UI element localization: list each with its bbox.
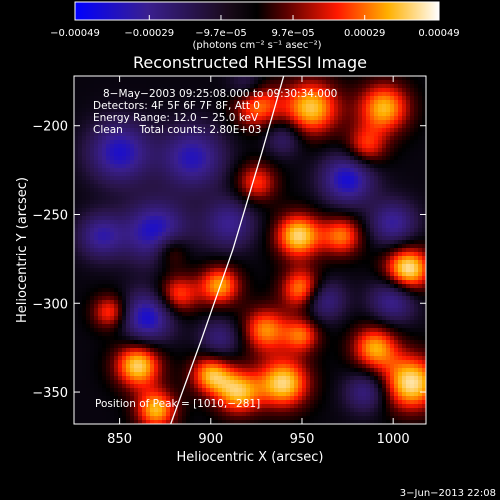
x-tick-label: 1000 <box>377 432 410 447</box>
y-axis-ticks: −200 −250 −300 −350 <box>32 120 426 401</box>
colorbar-tick-label: 0.00029 <box>344 28 385 39</box>
colorbar-gradient <box>74 1 440 21</box>
colorbar-tick-label: −9.7e−05 <box>195 28 247 39</box>
y-tick-label: −250 <box>32 208 68 223</box>
solar-limb-curve <box>170 76 285 424</box>
annotation-detectors: Detectors: 4F 5F 6F 7F 8F, Att 0 <box>93 100 260 112</box>
chart-title: Reconstructed RHESSI Image <box>133 53 367 72</box>
colorbar-ticks: −0.00049 −0.00029 −9.7e−05 9.7e−05 0.00029 0.… <box>50 15 460 39</box>
colorbar-tick-label: −0.00029 <box>124 28 174 39</box>
x-tick-label: 900 <box>198 432 223 447</box>
annotation-time-range: 8−May−2003 09:25:08.000 to 09:30:34.000 <box>103 88 337 100</box>
x-axis-title: Heliocentric X (arcsec) <box>177 450 324 465</box>
render-timestamp: 3−Jun−2013 22:08 <box>400 488 496 499</box>
y-tick-label: −200 <box>32 120 68 135</box>
colorbar-units-label: (photons cm⁻² s⁻¹ asec⁻²) <box>192 40 321 51</box>
y-axis-title: Heliocentric Y (arcsec) <box>15 177 30 323</box>
heatmap-image <box>74 76 426 424</box>
colorbar-tick-label: −0.00049 <box>50 28 100 39</box>
x-axis-ticks: 850 900 950 1000 <box>107 76 410 447</box>
y-tick-label: −350 <box>32 386 68 401</box>
x-tick-label: 850 <box>107 432 132 447</box>
annotation-peak-position: Position of Peak = [1010,−281] <box>95 398 260 410</box>
colorbar: −0.00049 −0.00029 −9.7e−05 9.7e−05 0.00029 0.… <box>50 1 460 51</box>
plot-area: 850 900 950 1000 −200 −250 −300 −350 8−May−200… <box>32 75 427 447</box>
plot-frame <box>73 75 427 425</box>
x-tick-label: 950 <box>290 432 315 447</box>
y-tick-label: −300 <box>32 297 68 312</box>
annotation-clean: Clean Total counts: 2.80E+03 <box>93 124 262 136</box>
colorbar-tick-label: 0.00049 <box>418 28 459 39</box>
colorbar-tick-label: 9.7e−05 <box>271 28 314 39</box>
annotation-energy: Energy Range: 12.0 − 25.0 keV <box>93 112 259 124</box>
